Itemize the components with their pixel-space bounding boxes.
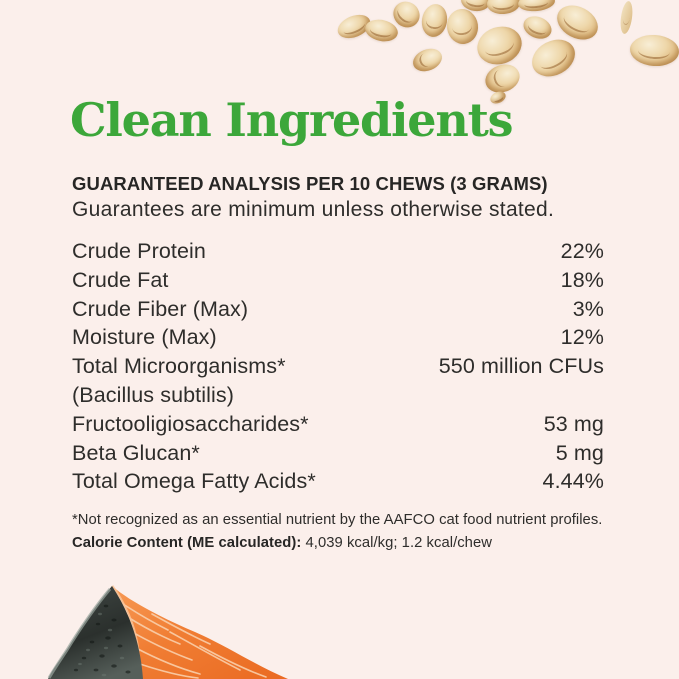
nutrient-label: Beta Glucan*: [72, 440, 200, 465]
nutrient-value: 5 mg: [555, 440, 604, 465]
analysis-row: Beta Glucan* 5 mg: [72, 439, 604, 468]
oat-flake-icon: [419, 2, 450, 39]
nutrient-value: 18%: [560, 267, 604, 292]
nutrient-label: Moisture (Max): [72, 325, 217, 350]
analysis-row: (Bacillus subtilis): [72, 381, 604, 410]
aafco-footnote: *Not recognized as an essential nutrient…: [72, 512, 603, 528]
analysis-row: Fructooligiosaccharides* 53 mg: [72, 410, 604, 439]
nutrient-label: Total Omega Fatty Acids*: [72, 469, 316, 494]
analysis-heading: GUARANTEED ANALYSIS PER 10 CHEWS (3 GRAM…: [72, 173, 548, 194]
salmon-fillet-image: [47, 585, 288, 679]
page-title: Clean Ingredients: [70, 93, 514, 147]
nutrient-value: 12%: [560, 325, 604, 350]
analysis-row: Crude Protein 22%: [72, 237, 604, 266]
analysis-row: Total Omega Fatty Acids* 4.44%: [72, 467, 604, 496]
oat-flake-icon: [618, 0, 635, 35]
oat-flake-icon: [517, 0, 556, 13]
analysis-table: Crude Protein 22% Crude Fat 18% Crude Fi…: [72, 237, 604, 496]
oat-flake-icon: [363, 16, 400, 45]
calorie-content-line: Calorie Content (ME calculated): 4,039 k…: [72, 532, 652, 555]
oat-flake-icon: [520, 12, 555, 43]
oat-flake-icon: [486, 0, 521, 16]
nutrient-label: Crude Fiber (Max): [72, 296, 249, 321]
analysis-row: Crude Fat 18%: [72, 266, 604, 295]
nutrient-label: Crude Fat: [72, 267, 169, 292]
calorie-content-label: Calorie Content (ME calculated):: [72, 535, 302, 551]
nutrient-value: 550 million CFUs: [438, 354, 604, 379]
nutrient-value: 3%: [572, 296, 604, 321]
oat-flake-icon: [409, 44, 446, 76]
nutrient-label: Crude Protein: [72, 239, 206, 263]
nutrient-value: 53 mg: [543, 411, 604, 436]
nutrient-value: 4.44%: [542, 469, 604, 494]
oat-flake-icon: [444, 7, 481, 46]
calorie-content-value: 4,039 kcal/kg; 1.2 kcal/chew: [305, 535, 492, 551]
analysis-note: Guarantees are minimum unless otherwise …: [72, 198, 555, 221]
analysis-row: Moisture (Max) 12%: [72, 323, 604, 352]
nutrient-label: Total Microorganisms*: [72, 354, 286, 379]
nutrient-label: (Bacillus subtilis): [72, 382, 234, 407]
analysis-row: Crude Fiber (Max) 3%: [72, 295, 604, 324]
oat-flake-icon: [472, 20, 527, 71]
footnotes: *Not recognized as an essential nutrient…: [72, 509, 652, 555]
oat-flake-icon: [525, 32, 582, 84]
nutrient-value: 22%: [560, 239, 604, 263]
nutrient-label: Fructooligiosaccharides*: [72, 411, 309, 436]
analysis-row: Total Microorganisms* 550 million CFUs: [72, 352, 604, 381]
oat-flake-icon: [628, 33, 679, 68]
